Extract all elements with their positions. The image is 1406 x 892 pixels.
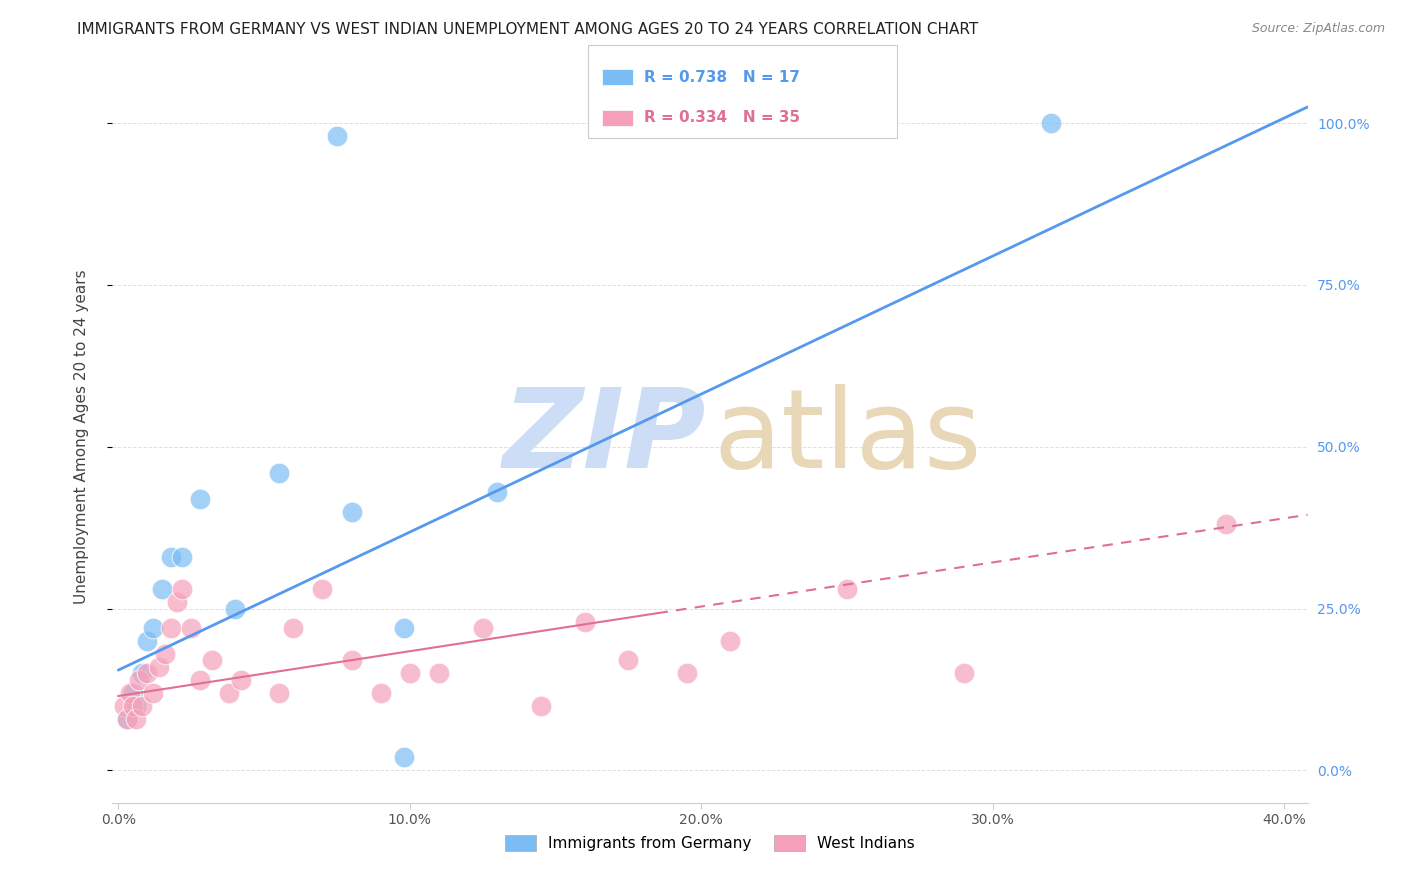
- Point: [392, 621, 415, 635]
- Point: [159, 621, 181, 635]
- Point: [136, 634, 159, 648]
- Point: [136, 666, 159, 681]
- Point: [229, 673, 252, 687]
- Point: [188, 491, 211, 506]
- Point: [340, 504, 363, 518]
- Point: [471, 621, 494, 635]
- Point: [392, 750, 415, 764]
- Point: [370, 686, 392, 700]
- Text: ZIP: ZIP: [503, 384, 706, 491]
- Point: [131, 698, 153, 713]
- Point: [122, 698, 145, 713]
- Point: [128, 673, 150, 687]
- Point: [530, 698, 553, 713]
- Point: [224, 601, 246, 615]
- Point: [311, 582, 333, 597]
- Point: [835, 582, 858, 597]
- Point: [574, 615, 596, 629]
- Point: [283, 621, 305, 635]
- Legend: Immigrants from Germany, West Indians: Immigrants from Germany, West Indians: [499, 830, 921, 857]
- Point: [267, 686, 290, 700]
- Point: [200, 653, 222, 667]
- Point: [142, 621, 165, 635]
- Point: [112, 698, 135, 713]
- Point: [486, 485, 509, 500]
- Point: [115, 712, 138, 726]
- Point: [218, 686, 240, 700]
- Point: [720, 634, 742, 648]
- Point: [125, 698, 148, 713]
- Point: [617, 653, 640, 667]
- Point: [1215, 517, 1237, 532]
- Text: atlas: atlas: [714, 384, 983, 491]
- Point: [159, 549, 181, 564]
- Text: IMMIGRANTS FROM GERMANY VS WEST INDIAN UNEMPLOYMENT AMONG AGES 20 TO 24 YEARS CO: IMMIGRANTS FROM GERMANY VS WEST INDIAN U…: [77, 22, 979, 37]
- Point: [675, 666, 697, 681]
- Point: [427, 666, 450, 681]
- Point: [188, 673, 211, 687]
- Point: [326, 129, 349, 144]
- Point: [172, 549, 194, 564]
- Point: [115, 712, 138, 726]
- Point: [166, 595, 188, 609]
- Point: [118, 686, 141, 700]
- Text: Source: ZipAtlas.com: Source: ZipAtlas.com: [1251, 22, 1385, 36]
- Point: [150, 582, 173, 597]
- Point: [148, 660, 170, 674]
- Point: [142, 686, 165, 700]
- Y-axis label: Unemployment Among Ages 20 to 24 years: Unemployment Among Ages 20 to 24 years: [75, 269, 89, 605]
- Point: [172, 582, 194, 597]
- Point: [180, 621, 202, 635]
- Point: [122, 686, 145, 700]
- Point: [153, 647, 176, 661]
- Point: [952, 666, 974, 681]
- Point: [131, 666, 153, 681]
- Point: [340, 653, 363, 667]
- Point: [125, 712, 148, 726]
- Text: R = 0.738   N = 17: R = 0.738 N = 17: [644, 70, 800, 85]
- Point: [1040, 116, 1063, 130]
- Point: [398, 666, 420, 681]
- Point: [267, 466, 290, 480]
- Text: R = 0.334   N = 35: R = 0.334 N = 35: [644, 110, 800, 125]
